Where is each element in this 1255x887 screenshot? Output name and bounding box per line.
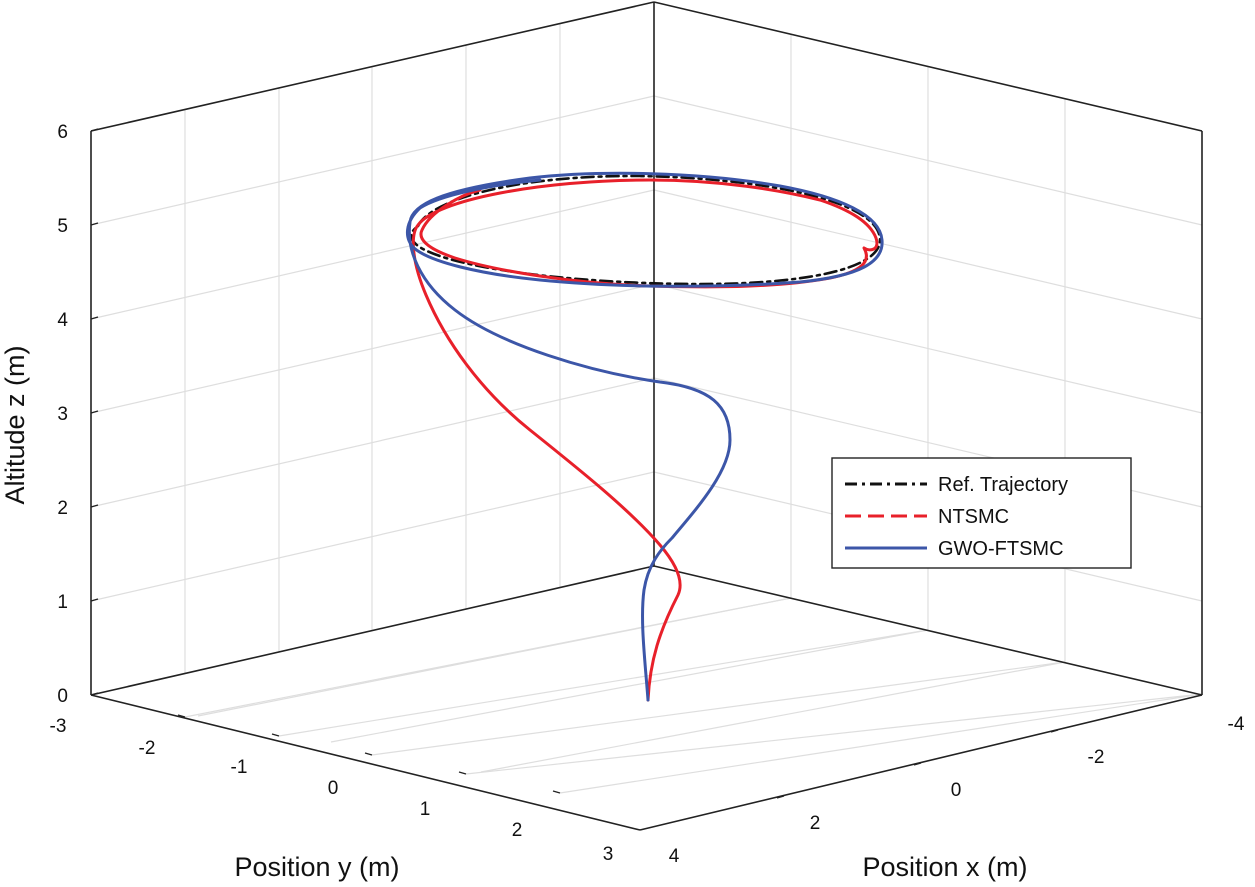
y-tick-labels: -3 -2 -1 0 1 2 3 [50,716,614,865]
z-tick-label: 0 [57,686,68,707]
z-tick-label: 5 [57,216,68,237]
y-tick-label: 3 [603,844,614,865]
x-tick-label: 2 [810,813,821,834]
y-tick-label: -2 [139,738,156,759]
x-tick-label: -4 [1228,714,1245,735]
legend: Ref. Trajectory NTSMC GWO-FTSMC [831,457,1132,569]
x-tick-label: 0 [951,780,962,801]
z-tick-label: 1 [57,592,68,613]
ntsmc-line [411,178,879,702]
x-tick-label: 4 [669,846,680,867]
tick-marks [90,128,1059,799]
z-tick-label: 4 [57,310,68,331]
z-tick-labels: 0 1 2 3 4 5 6 [57,122,68,707]
z-tick-label: 2 [57,498,68,519]
y-tick-label: 2 [512,820,523,841]
x-axis-label: Position x (m) [862,852,1027,882]
y-tick-label: 1 [420,799,431,820]
y-axis-label: Position y (m) [234,852,399,882]
y-tick-label: -3 [50,716,67,737]
legend-item-ref: Ref. Trajectory [845,474,1068,496]
legend-item-ntsmc: NTSMC [845,506,1009,528]
legend-box [831,457,1132,569]
z-tick-label: 3 [57,404,68,425]
y-tick-label: -1 [231,757,248,778]
legend-item-gwo: GWO-FTSMC [845,538,1064,560]
legend-label-gwo: GWO-FTSMC [938,538,1064,560]
x-tick-label: -2 [1088,747,1105,768]
z-tick-label: 6 [57,122,68,143]
legend-label-ref: Ref. Trajectory [938,474,1068,496]
grid-lines [90,23,1203,794]
series-layer [406,171,884,702]
legend-label-ntsmc: NTSMC [938,506,1009,528]
axes-box [90,1,1203,831]
y-tick-label: 0 [328,778,339,799]
x-tick-labels: 4 2 0 -2 -4 [669,714,1245,867]
z-axis-label: Altitude z (m) [0,345,30,504]
gwo-ftsmc-line [406,171,884,702]
